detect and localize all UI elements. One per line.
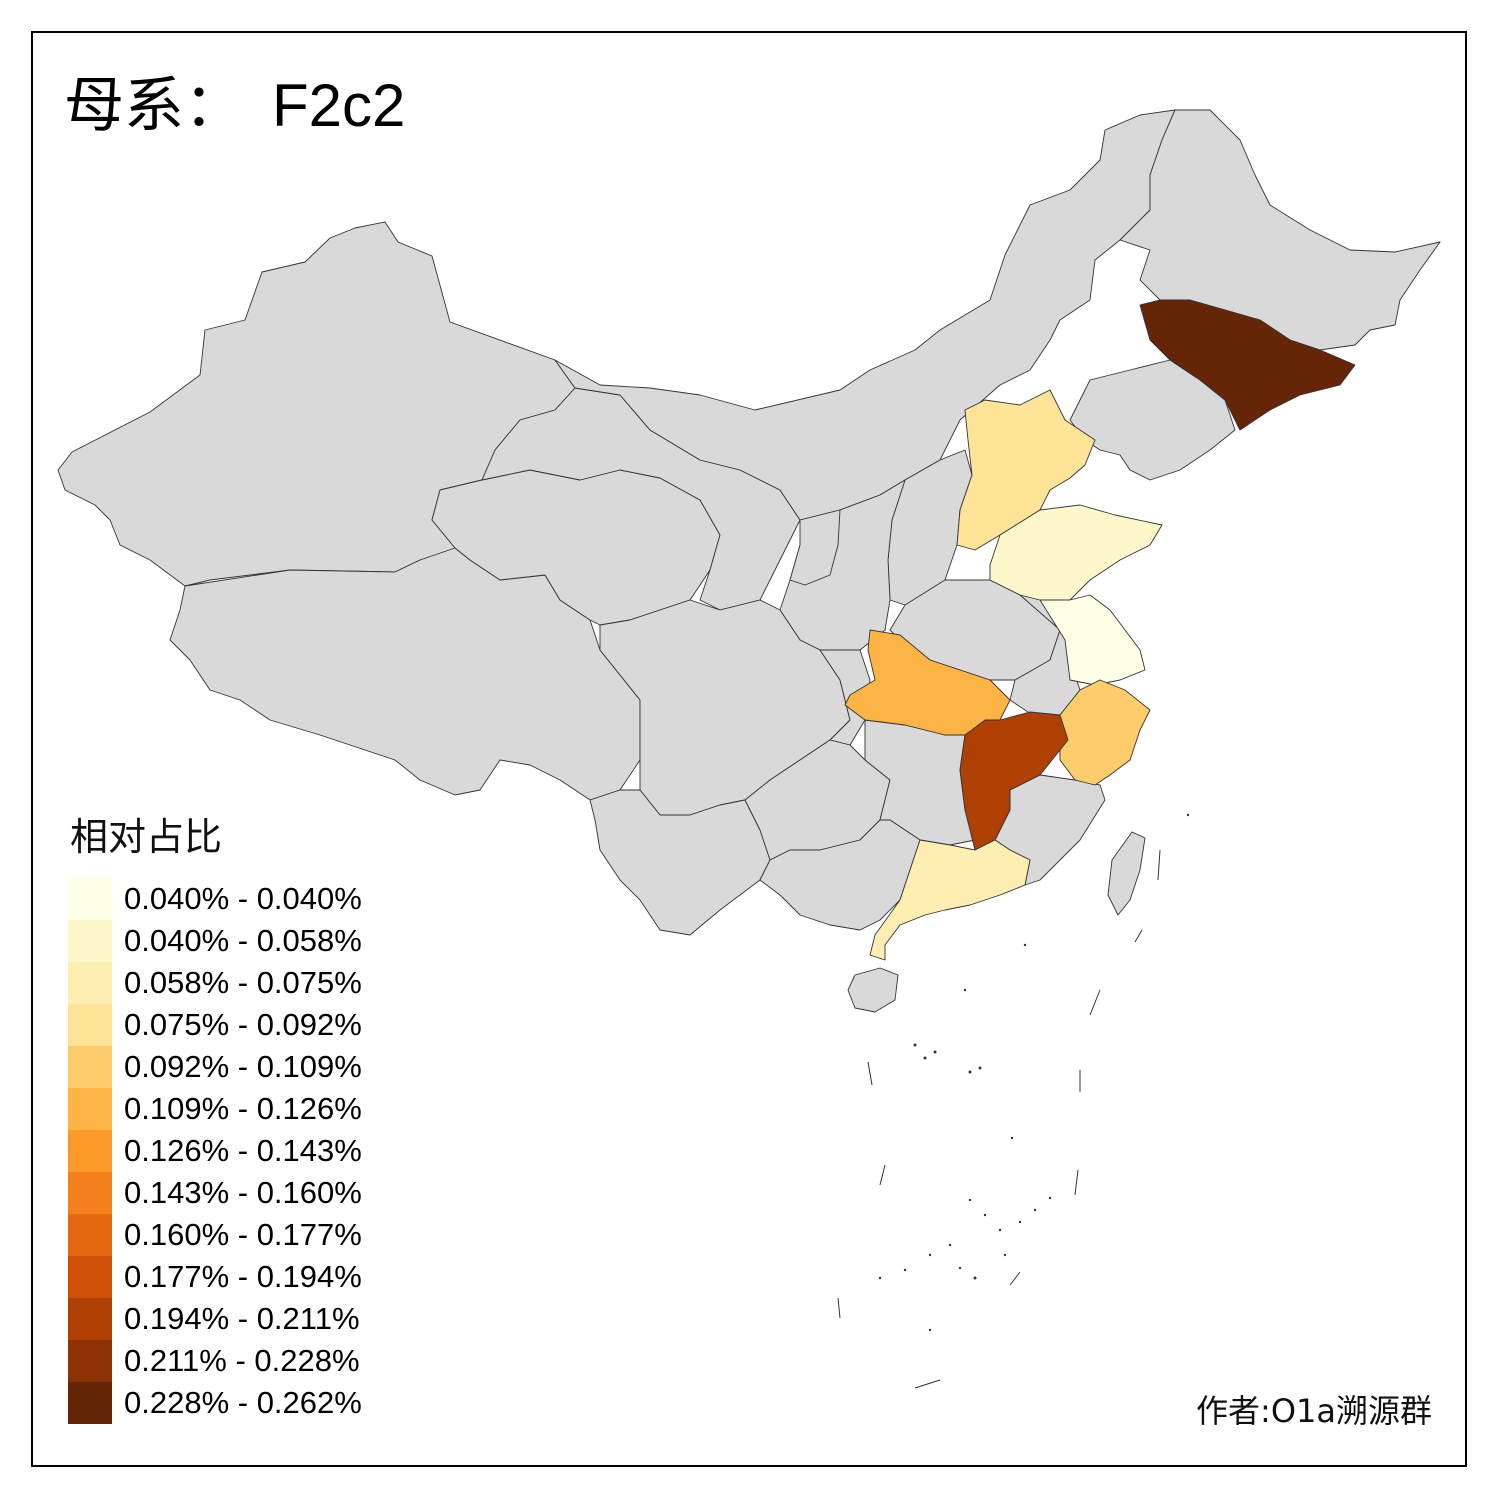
- legend-swatch: [68, 1130, 112, 1172]
- legend-label: 0.160% - 0.177%: [124, 1217, 362, 1252]
- title-prefix: 母系：: [64, 71, 244, 141]
- province-hainan: [847, 967, 899, 1013]
- legend-label: 0.040% - 0.058%: [124, 923, 362, 958]
- legend-swatch: [68, 1256, 112, 1298]
- legend-label: 0.040% - 0.040%: [124, 881, 362, 916]
- legend-swatch: [68, 1340, 112, 1382]
- author-credit: 作者:O1a溯源群: [1196, 1392, 1432, 1430]
- province-jiangsu: [1039, 594, 1146, 686]
- legend-label: 0.058% - 0.075%: [124, 965, 362, 1000]
- province-guangdong: [869, 839, 1031, 961]
- legend-label: 0.194% - 0.211%: [124, 1301, 360, 1336]
- legend-label: 0.109% - 0.126%: [124, 1091, 362, 1126]
- legend-item: 0.143% - 0.160%: [68, 1172, 362, 1214]
- legend-title: 相对占比: [70, 815, 223, 859]
- legend-rows: 0.040% - 0.040% 0.040% - 0.058% 0.058% - 0…: [68, 878, 362, 1424]
- title-haplogroup: F2c2: [272, 72, 406, 139]
- legend-label: 0.177% - 0.194%: [124, 1259, 362, 1294]
- legend-item: 0.126% - 0.143%: [68, 1130, 362, 1172]
- legend-swatch: [68, 1172, 112, 1214]
- province-zhejiang: [1059, 679, 1151, 786]
- province-heilongjiang: [1119, 109, 1441, 351]
- legend-label: 0.075% - 0.092%: [124, 1007, 362, 1042]
- south-sea-islands: [837, 849, 1161, 1389]
- legend-label: 0.092% - 0.109%: [124, 1049, 362, 1084]
- legend-item: 0.058% - 0.075%: [68, 962, 362, 1004]
- map-frame: [31, 31, 1467, 1467]
- legend-item: 0.211% - 0.228%: [68, 1340, 362, 1382]
- legend-item: 0.194% - 0.211%: [68, 1298, 362, 1340]
- island-dots: [878, 813, 1190, 1332]
- legend-swatch: [68, 920, 112, 962]
- legend-item: 0.177% - 0.194%: [68, 1256, 362, 1298]
- legend-label: 0.211% - 0.228%: [124, 1343, 360, 1378]
- province-jiangxi: [959, 711, 1069, 851]
- province-ningxia: [789, 509, 841, 586]
- province-jilin: [1139, 299, 1356, 431]
- legend-swatch: [68, 878, 112, 920]
- legend-swatch: [68, 1382, 112, 1424]
- legend-swatch: [68, 962, 112, 1004]
- legend-item: 0.092% - 0.109%: [68, 1046, 362, 1088]
- legend-label: 0.143% - 0.160%: [124, 1175, 362, 1210]
- province-hebei: [956, 389, 1096, 551]
- legend-swatch: [68, 1088, 112, 1130]
- legend-swatch: [68, 1004, 112, 1046]
- legend-item: 0.160% - 0.177%: [68, 1214, 362, 1256]
- legend-item: 0.109% - 0.126%: [68, 1088, 362, 1130]
- legend-item: 0.228% - 0.262%: [68, 1382, 362, 1424]
- legend: 相对占比 0.040% - 0.040% 0.040% - 0.058% 0.058…: [68, 818, 362, 1424]
- province-taiwan: [1107, 831, 1146, 916]
- legend-item: 0.040% - 0.058%: [68, 920, 362, 962]
- province-shandong: [989, 504, 1163, 601]
- legend-swatch: [68, 1214, 112, 1256]
- legend-item: 0.040% - 0.040%: [68, 878, 362, 920]
- legend-label: 0.126% - 0.143%: [124, 1133, 362, 1168]
- map-title: 母系： F2c2: [64, 76, 405, 137]
- legend-label: 0.228% - 0.262%: [124, 1385, 362, 1420]
- province-hubei: [844, 629, 1011, 736]
- legend-swatch: [68, 1298, 112, 1340]
- legend-swatch: [68, 1046, 112, 1088]
- legend-item: 0.075% - 0.092%: [68, 1004, 362, 1046]
